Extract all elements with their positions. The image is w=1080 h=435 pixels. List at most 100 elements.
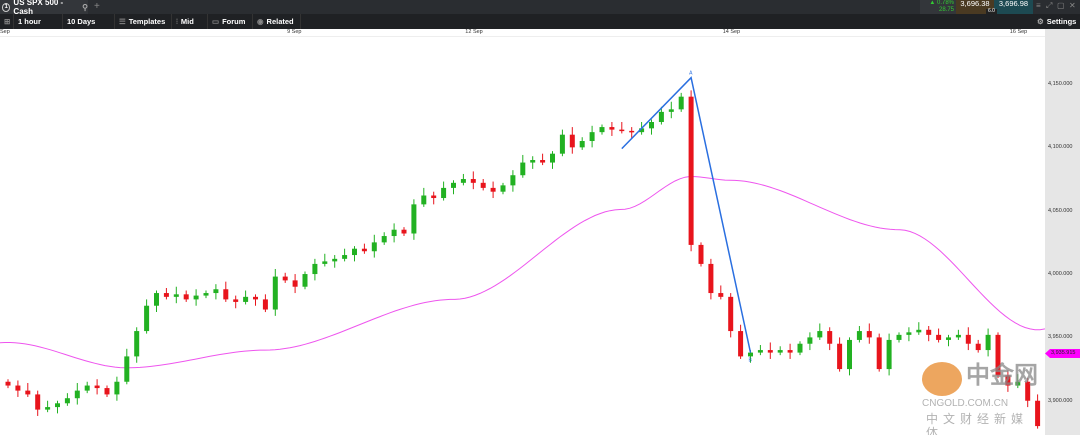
candle-body <box>896 334 902 340</box>
range-select[interactable]: 10 Days <box>63 14 115 29</box>
candle-body <box>886 339 892 370</box>
trendline-label-B: B <box>749 358 753 364</box>
candle-body <box>965 334 971 344</box>
candle-body <box>312 263 318 275</box>
candle-body <box>995 334 1001 376</box>
candle-body <box>94 385 100 389</box>
candle-body <box>480 182 486 188</box>
candle-body <box>688 96 694 245</box>
price-change: ▲ 0.78% 28.75 <box>920 0 956 14</box>
gear-icon: ⚙ <box>1037 17 1044 26</box>
x-tick-label: 16 Sep <box>1009 29 1028 35</box>
candle-body <box>441 187 447 199</box>
candle-body <box>451 182 456 188</box>
candle-body <box>718 293 724 297</box>
candle-body <box>213 289 219 294</box>
popout-icon[interactable]: ⤢ <box>1046 1 1053 10</box>
candle-body <box>985 334 991 351</box>
candle-body <box>114 381 120 395</box>
candle-body <box>15 385 21 391</box>
candle-body <box>203 293 209 296</box>
y-tick-label: 4,100.000 <box>1048 144 1073 151</box>
add-tab-icon[interactable]: + <box>94 1 100 12</box>
candle-body <box>916 329 922 333</box>
menu-icon[interactable]: ≡ <box>1036 1 1041 10</box>
candle-body <box>589 132 595 142</box>
candle-body <box>946 337 951 340</box>
x-tick-label: 9 Sep <box>287 29 302 35</box>
candle-body <box>292 280 298 287</box>
change-percent: ▲ 0.78% <box>929 0 954 6</box>
candle-body <box>45 407 51 410</box>
candle-body <box>470 179 476 183</box>
instrument-tab[interactable]: 1 US SPX 500 - Cash ⚲ <box>0 0 88 16</box>
candle-body <box>500 185 506 192</box>
tab-number: 1 <box>2 2 11 12</box>
candle-body <box>975 343 981 351</box>
candle-body <box>1035 400 1041 427</box>
candle-body <box>1015 381 1021 386</box>
sell-price-button[interactable]: 3,696.38 <box>956 0 994 14</box>
candlestick-chart[interactable]: AB <box>0 37 1045 435</box>
trendline-label-A: A <box>689 71 693 77</box>
price-axis[interactable]: 4,150.000 4,100.000 4,050.000 4,000.000 3,95… <box>1045 29 1080 435</box>
candle-body <box>866 331 872 338</box>
templates-icon: ☰ <box>119 17 126 26</box>
candle-body <box>74 390 80 399</box>
candle-body <box>352 248 357 256</box>
watermark-logo: 中金网 CNGOLD.COM.CN 中文财经新媒体 <box>918 360 1044 435</box>
chat-icon: ▭ <box>212 17 220 26</box>
candle-body <box>530 160 536 163</box>
interval-select[interactable]: 1 hour <box>14 14 63 29</box>
candle-body <box>490 187 496 192</box>
candle-body <box>411 204 417 234</box>
mid-button[interactable]: ⫶ Mid <box>172 14 208 29</box>
y-tick-label: 4,000.000 <box>1048 271 1073 278</box>
candle-body <box>391 229 397 237</box>
candle-body <box>371 242 377 252</box>
candle-body <box>827 331 833 344</box>
candle-body <box>55 403 60 408</box>
candle-body <box>856 331 862 340</box>
y-tick-label: 3,900.000 <box>1048 397 1073 404</box>
maximize-icon[interactable]: ▢ <box>1057 1 1065 10</box>
spread-value: 6.0 <box>986 8 997 14</box>
x-tick-label: 12 Sep <box>465 29 483 35</box>
candle-body <box>401 229 407 234</box>
candle-body <box>550 153 555 163</box>
candle-body <box>629 130 635 133</box>
candle-body <box>282 276 288 281</box>
candle-body <box>579 141 585 148</box>
forum-button[interactable]: ▭ Forum <box>208 14 253 29</box>
candle-body <box>253 296 258 300</box>
candle-body <box>163 293 169 297</box>
candle-body <box>698 244 704 264</box>
candle-body <box>668 109 674 112</box>
candle-body <box>243 296 249 302</box>
candle-body <box>134 331 140 357</box>
eye-icon: ◉ <box>257 17 264 26</box>
candle-body <box>609 127 615 130</box>
candle-body <box>35 394 41 410</box>
candle-body <box>460 179 466 183</box>
candle-body <box>658 111 664 123</box>
candle-body <box>173 294 179 297</box>
templates-button[interactable]: ☰ Templates <box>115 14 172 29</box>
buy-price-button[interactable]: 3,696.98 <box>994 0 1033 14</box>
logo-icon <box>922 362 962 396</box>
candle-body <box>569 134 575 148</box>
change-points: 28.75 <box>938 7 954 13</box>
settings-button[interactable]: ⚙ Settings <box>1037 17 1077 26</box>
related-button[interactable]: ◉ Related <box>253 14 301 29</box>
search-icon[interactable]: ⚲ <box>82 2 88 12</box>
candle-body <box>955 334 961 338</box>
candle-body <box>787 350 793 353</box>
candle-body <box>639 128 645 133</box>
candle-body <box>540 160 546 163</box>
candle-body <box>233 299 239 302</box>
candle-body <box>124 356 130 382</box>
candle-body <box>84 385 90 391</box>
close-icon[interactable]: ✕ <box>1069 1 1076 10</box>
candle-body <box>1005 375 1011 386</box>
layout-icon[interactable]: ⊞ <box>0 14 14 29</box>
